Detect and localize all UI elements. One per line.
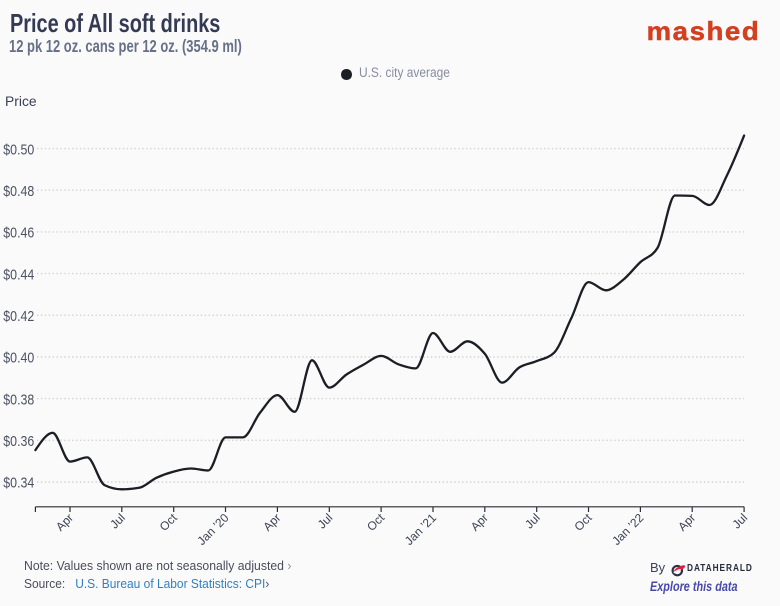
svg-text:Oct: Oct xyxy=(364,510,388,534)
svg-text:$0.44: $0.44 xyxy=(3,266,34,283)
svg-text:Jul: Jul xyxy=(315,511,336,532)
svg-text:Apr: Apr xyxy=(53,511,76,534)
svg-text:$0.34: $0.34 xyxy=(3,475,34,492)
svg-text:Apr: Apr xyxy=(260,511,283,534)
svg-text:$0.36: $0.36 xyxy=(3,433,34,450)
svg-text:$0.42: $0.42 xyxy=(3,308,34,325)
svg-text:Apr: Apr xyxy=(675,511,698,534)
svg-text:Jan ’22: Jan ’22 xyxy=(609,510,646,547)
svg-text:Jul: Jul xyxy=(107,511,128,532)
svg-text:Jul: Jul xyxy=(729,511,750,532)
svg-text:Apr: Apr xyxy=(468,511,491,534)
svg-text:$0.38: $0.38 xyxy=(3,391,34,408)
svg-text:$0.46: $0.46 xyxy=(3,225,34,242)
svg-text:Jan ’21: Jan ’21 xyxy=(402,510,439,547)
svg-text:$0.40: $0.40 xyxy=(3,350,34,367)
svg-text:Jul: Jul xyxy=(522,511,543,532)
svg-text:Oct: Oct xyxy=(157,510,181,534)
svg-text:$0.48: $0.48 xyxy=(3,183,34,200)
svg-text:$0.50: $0.50 xyxy=(3,141,34,158)
svg-text:Jan ’20: Jan ’20 xyxy=(194,510,231,547)
svg-text:Oct: Oct xyxy=(572,510,596,534)
